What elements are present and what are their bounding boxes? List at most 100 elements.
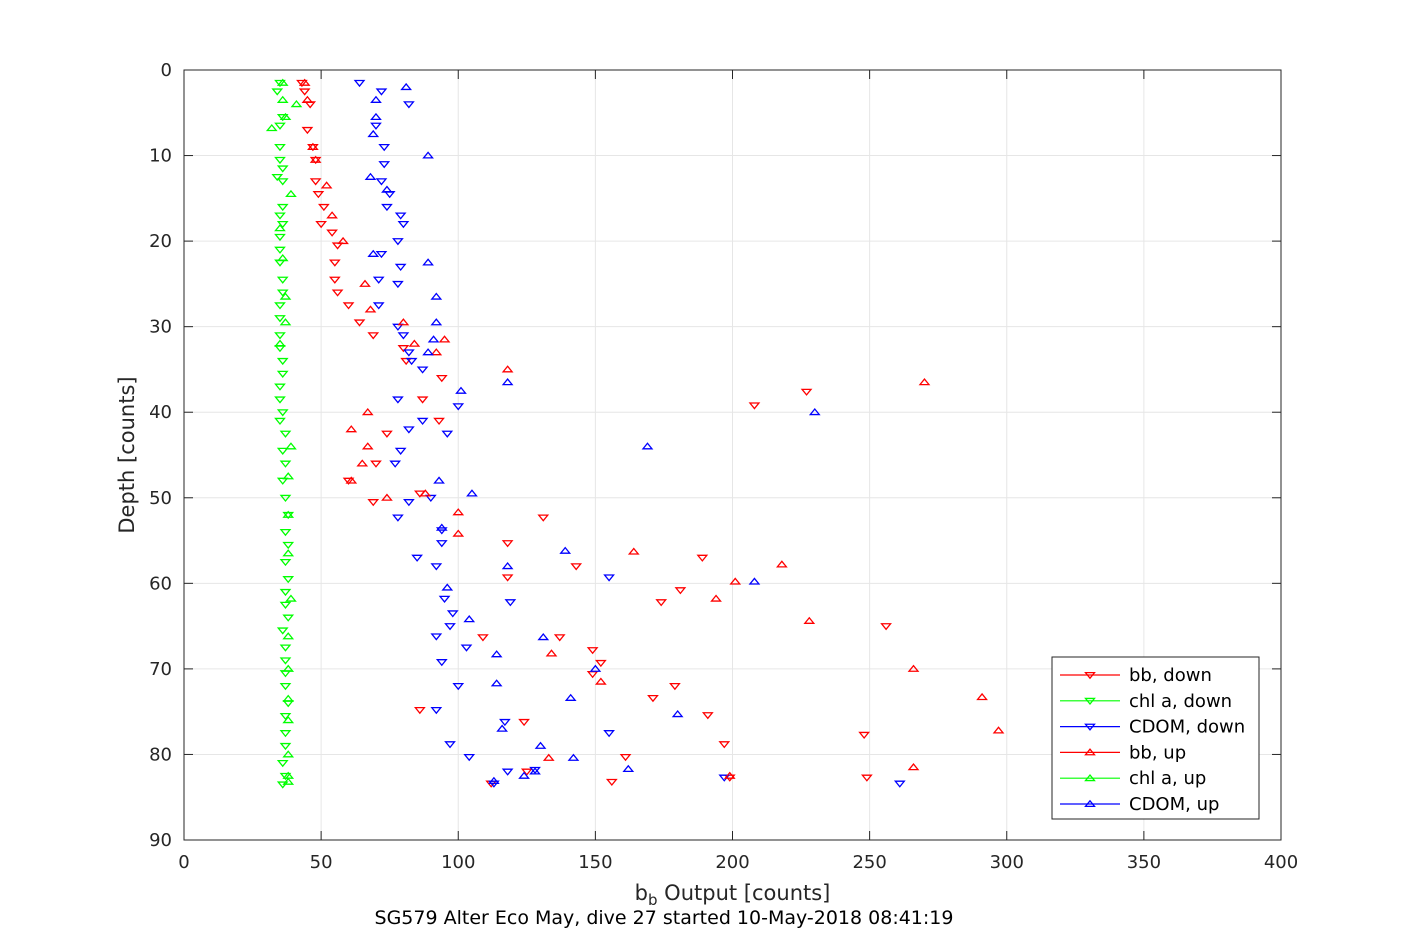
legend-entry: bb, up bbox=[1060, 742, 1186, 763]
data-point bbox=[274, 122, 286, 130]
data-point bbox=[529, 767, 541, 775]
data-point bbox=[276, 178, 289, 186]
data-point bbox=[356, 459, 369, 467]
data-point bbox=[276, 409, 289, 417]
data-point bbox=[452, 529, 465, 537]
data-point bbox=[400, 82, 413, 91]
data-point bbox=[411, 554, 423, 562]
data-point bbox=[723, 771, 736, 779]
data-point bbox=[276, 203, 289, 212]
data-point bbox=[455, 386, 467, 394]
data-point bbox=[627, 547, 640, 555]
data-point bbox=[318, 203, 330, 212]
data-point bbox=[419, 489, 432, 497]
data-point bbox=[361, 407, 374, 416]
data-point bbox=[274, 332, 286, 340]
data-point bbox=[918, 378, 931, 386]
data-point bbox=[372, 302, 385, 310]
data-point bbox=[282, 510, 295, 518]
data-point bbox=[331, 289, 344, 297]
data-point bbox=[392, 238, 404, 246]
data-point bbox=[392, 323, 404, 331]
x-tick-label: 250 bbox=[852, 852, 886, 873]
data-point bbox=[276, 114, 289, 122]
data-point bbox=[274, 383, 286, 391]
data-point bbox=[282, 694, 295, 702]
data-point bbox=[416, 417, 429, 426]
legend-entry: CDOM, down bbox=[1060, 717, 1245, 738]
data-point bbox=[460, 644, 473, 652]
data-point bbox=[375, 250, 388, 259]
data-point bbox=[397, 220, 410, 229]
data-point bbox=[282, 549, 295, 557]
data-point bbox=[800, 388, 813, 396]
data-point bbox=[501, 540, 514, 548]
data-point bbox=[279, 460, 292, 468]
data-point bbox=[392, 396, 404, 404]
data-point bbox=[353, 79, 366, 88]
data-point bbox=[641, 442, 654, 450]
data-point bbox=[364, 172, 377, 180]
data-point bbox=[589, 664, 602, 672]
legend-label: bb, up bbox=[1129, 742, 1186, 763]
data-point bbox=[553, 634, 566, 642]
y-tick-label: 60 bbox=[149, 573, 172, 594]
data-point bbox=[271, 173, 284, 182]
data-point bbox=[435, 374, 448, 383]
x-axis-ticks: 0 50 100 150 200 250 300 350 400 bbox=[178, 70, 1298, 873]
data-point bbox=[279, 494, 292, 503]
data-point bbox=[537, 514, 550, 522]
data-point bbox=[463, 615, 476, 623]
legend-marker bbox=[1084, 671, 1096, 680]
data-point bbox=[274, 315, 286, 323]
data-point bbox=[279, 742, 292, 751]
data-point bbox=[430, 318, 443, 326]
data-point bbox=[397, 345, 410, 353]
series-5 bbox=[364, 82, 821, 784]
legend-label: chl a, up bbox=[1129, 768, 1206, 789]
data-point bbox=[276, 357, 289, 366]
data-point bbox=[858, 731, 871, 740]
data-point bbox=[496, 724, 508, 732]
data-point bbox=[501, 561, 514, 570]
data-point bbox=[438, 595, 451, 603]
data-point bbox=[279, 712, 292, 721]
data-point bbox=[296, 79, 308, 88]
data-point bbox=[430, 292, 443, 300]
data-point bbox=[276, 289, 289, 297]
data-point bbox=[337, 236, 349, 245]
data-point bbox=[696, 554, 709, 562]
x-tick-label: 0 bbox=[178, 852, 189, 873]
data-point bbox=[290, 99, 303, 108]
data-point bbox=[274, 224, 286, 232]
data-point bbox=[394, 263, 407, 272]
data-point bbox=[364, 305, 377, 313]
data-point bbox=[619, 754, 632, 762]
data-point bbox=[309, 155, 322, 163]
legend-marker bbox=[1084, 773, 1096, 782]
data-point bbox=[279, 644, 292, 652]
data-markers bbox=[265, 78, 1005, 789]
data-point bbox=[518, 771, 530, 779]
data-point bbox=[545, 649, 558, 657]
data-point bbox=[542, 753, 555, 761]
legend-marker bbox=[1084, 723, 1096, 731]
data-point bbox=[298, 88, 311, 96]
data-point bbox=[861, 774, 873, 782]
data-point bbox=[328, 259, 341, 267]
chart-caption: SG579 Alter Eco May, dive 27 started 10-… bbox=[375, 907, 954, 929]
y-axis-label: Depth [counts] bbox=[115, 376, 139, 533]
data-point bbox=[274, 339, 286, 347]
data-point bbox=[279, 588, 292, 597]
data-point bbox=[276, 220, 289, 229]
legend-label: CDOM, up bbox=[1129, 794, 1219, 815]
data-point bbox=[463, 754, 476, 762]
data-point bbox=[367, 129, 380, 138]
legend-box bbox=[1051, 656, 1260, 820]
y-tick-label: 30 bbox=[149, 317, 172, 338]
data-point bbox=[328, 276, 341, 284]
y-tick-label: 80 bbox=[149, 744, 172, 765]
data-point bbox=[367, 332, 380, 340]
data-point bbox=[422, 258, 434, 266]
x-axis-label-rest: Output [counts] bbox=[658, 881, 831, 905]
